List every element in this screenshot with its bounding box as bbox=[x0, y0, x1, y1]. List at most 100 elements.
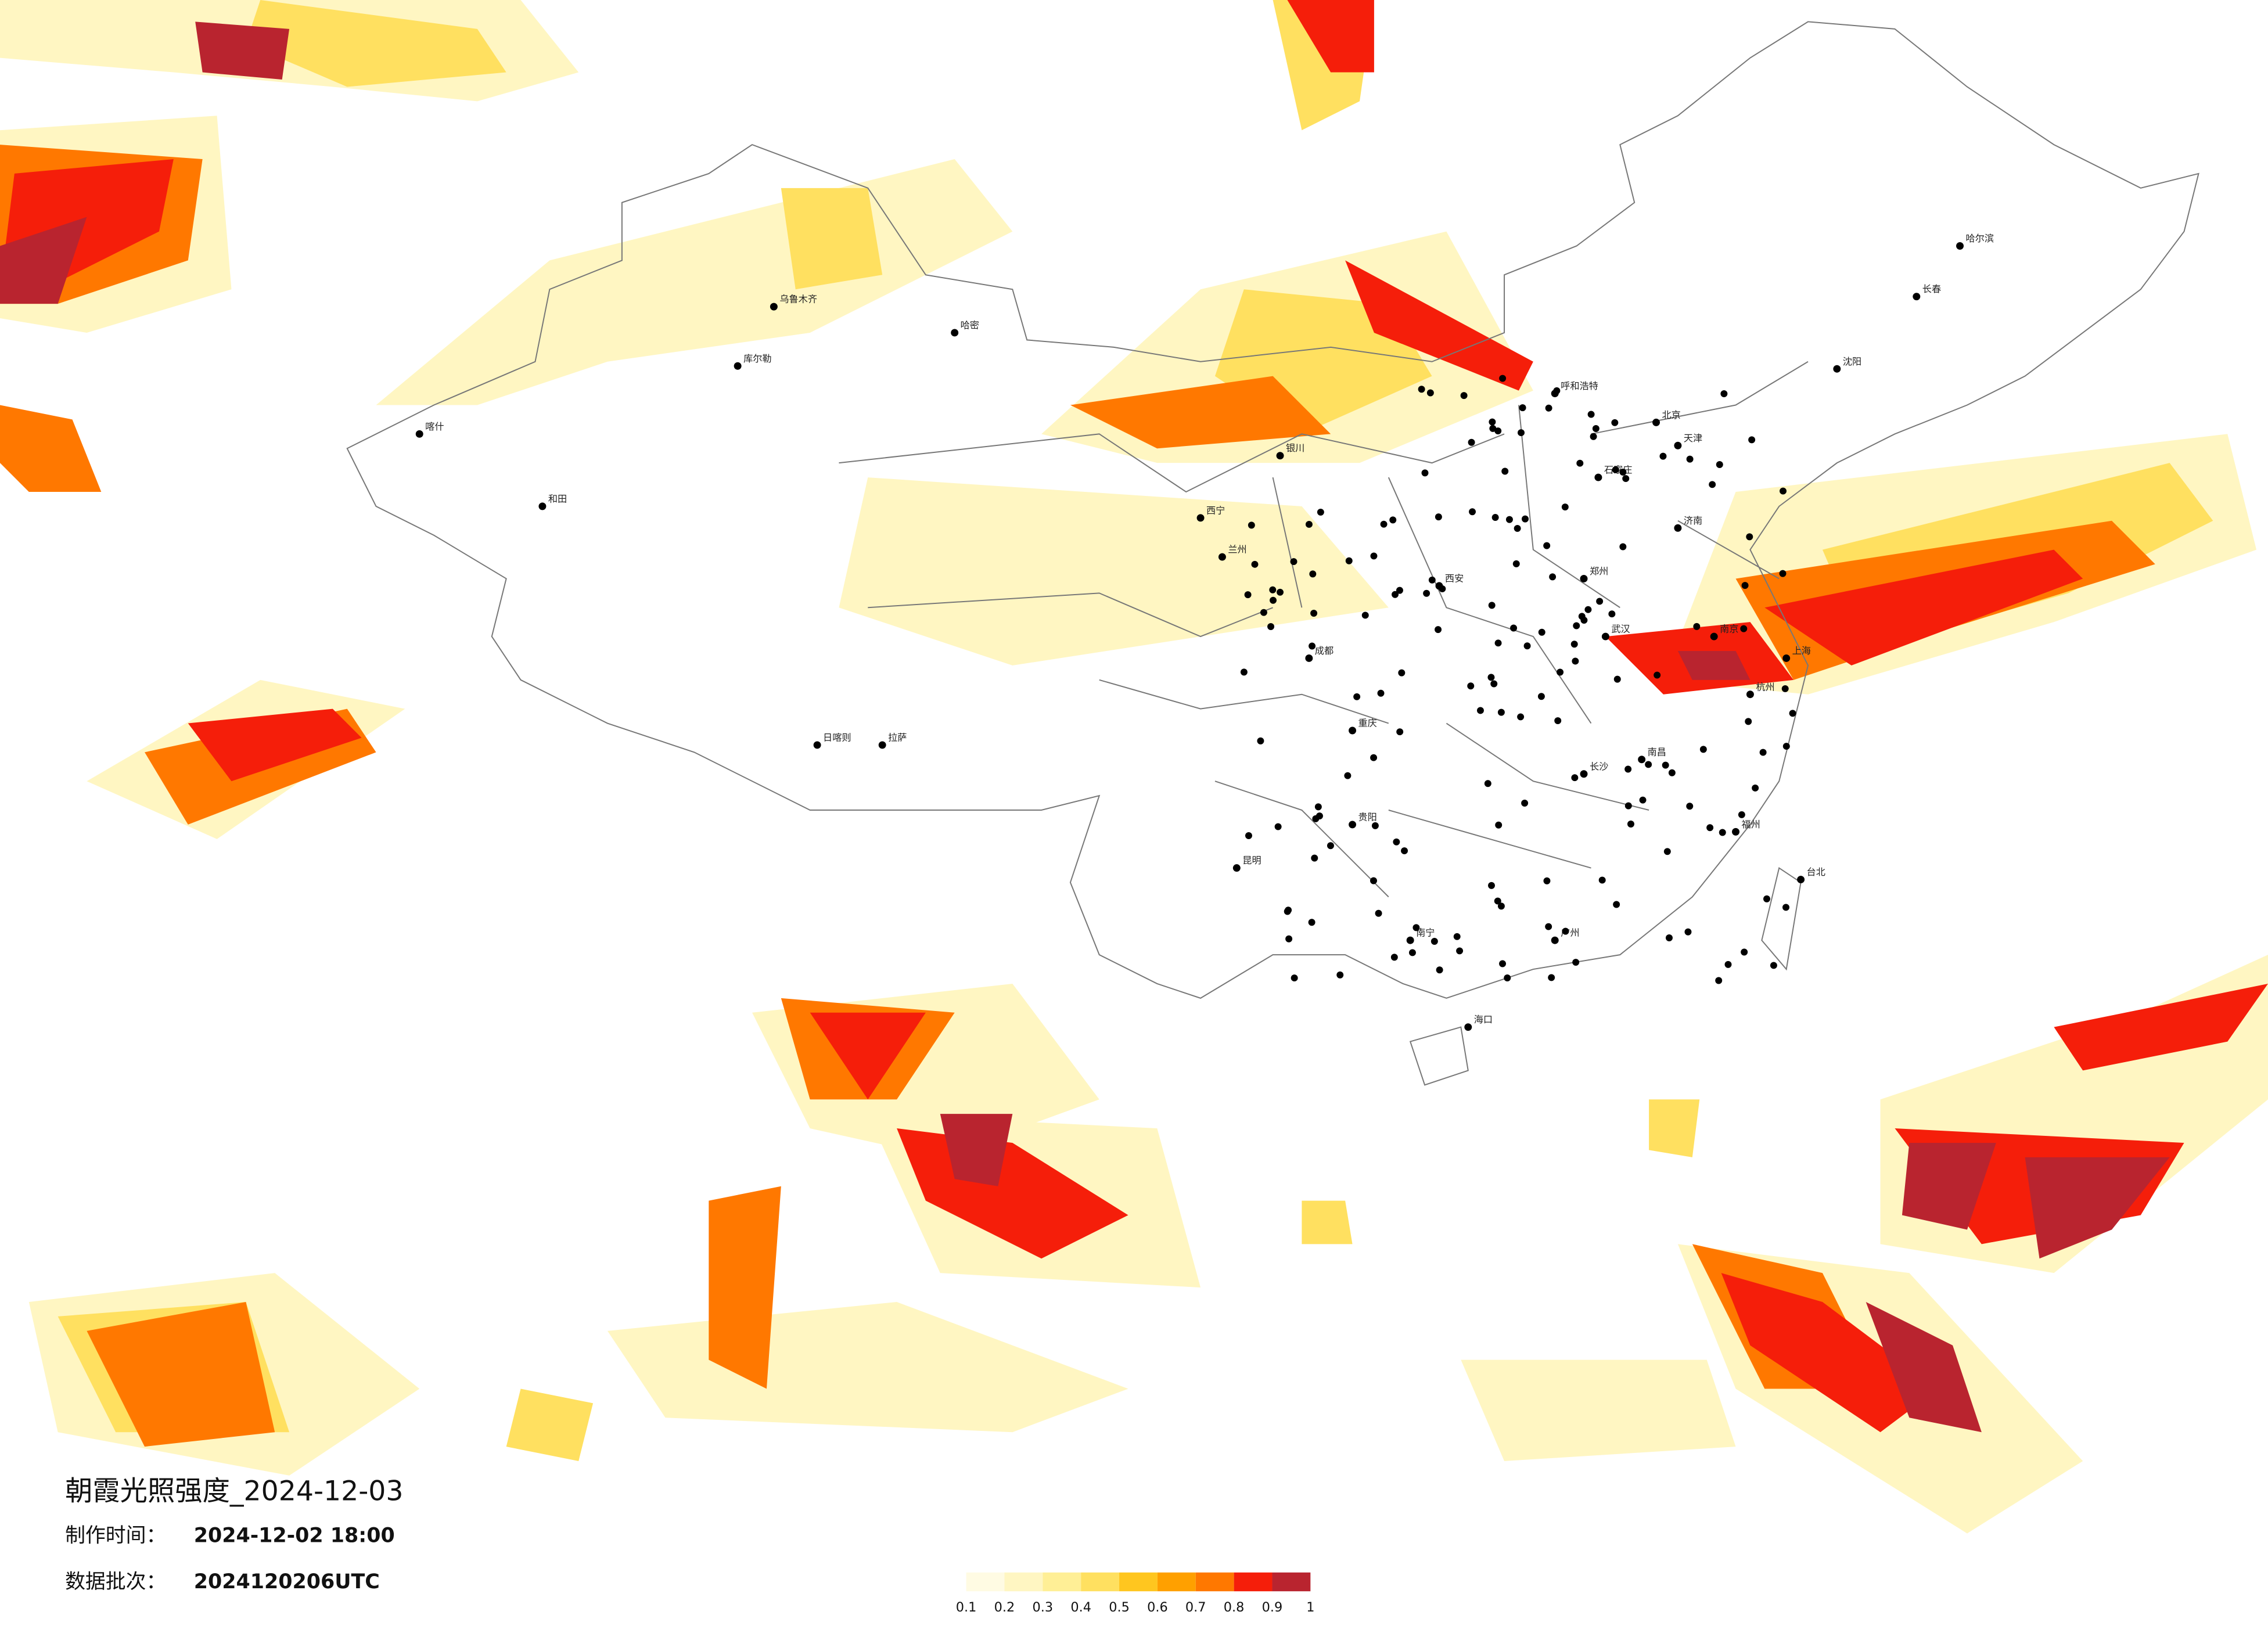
legend-tick-label: 0.5 bbox=[1109, 1600, 1130, 1615]
city-dot bbox=[1499, 375, 1507, 382]
city-dot bbox=[1562, 927, 1569, 935]
city-dot bbox=[1612, 466, 1619, 473]
city-dot bbox=[1545, 404, 1552, 412]
city-dot bbox=[1436, 966, 1443, 974]
city-dot bbox=[1285, 935, 1293, 942]
production-label: 制作时间： bbox=[65, 1524, 166, 1548]
city-dot bbox=[1505, 516, 1513, 523]
city-dot bbox=[1833, 365, 1841, 373]
city-dot bbox=[1686, 803, 1694, 810]
legend-swatch bbox=[1004, 1572, 1043, 1592]
city-dot bbox=[1396, 728, 1404, 736]
city-dot bbox=[1412, 924, 1420, 931]
legend-boxes bbox=[966, 1572, 1311, 1592]
city-dot bbox=[1514, 524, 1521, 532]
city-dot bbox=[1706, 824, 1714, 832]
city-dot bbox=[1740, 625, 1748, 632]
city-dot bbox=[1435, 513, 1442, 521]
city-label: 呼和浩特 bbox=[1561, 380, 1598, 391]
city-dot bbox=[1745, 718, 1752, 725]
legend-tick-label: 1 bbox=[1306, 1600, 1314, 1615]
city-dot bbox=[1277, 588, 1284, 596]
city-dot bbox=[1613, 901, 1620, 908]
city-label: 拉萨 bbox=[888, 732, 907, 743]
city-dot bbox=[1645, 761, 1652, 768]
city-dot bbox=[1349, 726, 1357, 735]
city-label: 福州 bbox=[1741, 819, 1760, 830]
city-dot bbox=[1305, 654, 1313, 662]
city-dot bbox=[1561, 503, 1569, 511]
city-dot bbox=[1624, 765, 1632, 773]
city-dot bbox=[1469, 508, 1476, 516]
city-dot bbox=[1497, 708, 1505, 716]
city-dot bbox=[1720, 390, 1728, 397]
city-dot bbox=[1291, 974, 1298, 982]
city-dot bbox=[1276, 452, 1284, 460]
city-label: 库尔勒 bbox=[743, 353, 772, 364]
city-dot bbox=[1488, 882, 1495, 889]
city-label: 台北 bbox=[1807, 866, 1825, 877]
city-dot bbox=[1494, 897, 1501, 905]
legend-ticks: 0.1 0.2 0.3 0.4 0.5 0.6 0.7 0.8 0.9 1 bbox=[956, 1600, 1315, 1615]
city-dot bbox=[1763, 895, 1770, 902]
city-dot bbox=[1710, 632, 1718, 641]
city-label: 日喀则 bbox=[823, 732, 851, 743]
city-dot bbox=[1370, 552, 1378, 560]
legend-swatch bbox=[1081, 1572, 1120, 1592]
city-dot bbox=[1523, 642, 1531, 650]
city-dot bbox=[1554, 717, 1562, 725]
city-label: 兰州 bbox=[1228, 544, 1246, 555]
city-dot bbox=[1245, 832, 1252, 839]
city-label: 成都 bbox=[1315, 645, 1334, 656]
city-dot bbox=[1573, 622, 1580, 629]
city-label: 武汉 bbox=[1611, 624, 1630, 635]
city-dot bbox=[1418, 386, 1425, 393]
city-dot bbox=[1494, 427, 1502, 435]
city-dot bbox=[1719, 829, 1726, 836]
city-dot bbox=[1464, 1023, 1472, 1031]
city-dot bbox=[1668, 769, 1676, 776]
city-dot bbox=[1439, 585, 1446, 592]
city-dot bbox=[1317, 508, 1324, 516]
legend-swatch bbox=[1195, 1572, 1234, 1592]
city-dot bbox=[1315, 812, 1323, 820]
city-dot bbox=[1248, 521, 1255, 529]
city-dot bbox=[1781, 685, 1789, 692]
city-dot bbox=[1504, 974, 1511, 981]
city-dot bbox=[1580, 770, 1588, 778]
city-dot bbox=[1290, 558, 1297, 566]
city-dot bbox=[1741, 948, 1748, 956]
city-dot bbox=[1371, 822, 1379, 829]
heat-max bbox=[0, 21, 2170, 1433]
city-dot bbox=[1311, 854, 1318, 862]
legend-swatch bbox=[1272, 1572, 1311, 1592]
city-dot bbox=[1789, 710, 1796, 717]
city-dot bbox=[1456, 947, 1464, 955]
city-dot bbox=[1613, 675, 1621, 683]
city-dot bbox=[1797, 876, 1805, 884]
city-label: 哈密 bbox=[961, 319, 979, 330]
legend-swatch bbox=[1119, 1572, 1158, 1592]
legend-tick-label: 0.7 bbox=[1185, 1600, 1206, 1615]
city-dot bbox=[1782, 654, 1791, 662]
city-dot bbox=[1724, 961, 1732, 968]
batch-id: 2024120206UTC bbox=[194, 1570, 380, 1593]
city-dot bbox=[1652, 418, 1660, 426]
city-dot bbox=[1627, 821, 1634, 828]
city-dot bbox=[1426, 389, 1434, 397]
city-dot bbox=[1398, 669, 1406, 677]
city-label: 天津 bbox=[1684, 433, 1702, 444]
city-label: 海口 bbox=[1474, 1014, 1493, 1025]
city-dot bbox=[1423, 589, 1430, 597]
city-dot bbox=[1598, 876, 1606, 884]
city-dot bbox=[1553, 387, 1561, 394]
city-dot bbox=[1666, 934, 1673, 941]
city-dot bbox=[1377, 689, 1385, 697]
city-dot bbox=[1390, 954, 1398, 961]
city-dot bbox=[1738, 811, 1745, 818]
city-dot bbox=[1576, 459, 1584, 467]
city-label: 乌鲁木齐 bbox=[779, 294, 817, 305]
city-dot bbox=[878, 741, 886, 749]
city-dot bbox=[1497, 902, 1505, 910]
